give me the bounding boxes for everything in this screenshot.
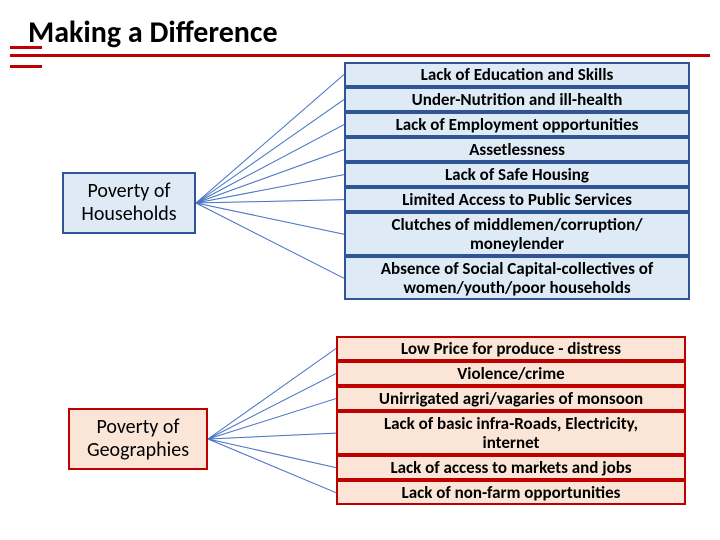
geographies-leaf-item: Lack of basic infra-Roads, Electricity,i… (336, 411, 686, 455)
title-wrap: Making a Difference (28, 14, 278, 51)
households-leaf-item: Clutches of middlemen/corruption/moneyle… (344, 212, 690, 256)
root-box-households: Poverty ofHouseholds (62, 172, 196, 234)
geographies-leaf-item: Unirrigated agri/vagaries of monsoon (336, 386, 686, 411)
leaf-list-geographies: Low Price for produce - distressViolence… (336, 336, 686, 505)
households-leaf-item: Under-Nutrition and ill-health (344, 87, 690, 112)
households-leaf-item: Assetlessness (344, 137, 690, 162)
root-box-geographies: Poverty ofGeographies (68, 408, 208, 470)
geographies-leaf-item: Low Price for produce - distress (336, 336, 686, 361)
households-leaf-item: Limited Access to Public Services (344, 187, 690, 212)
households-leaf-item: Lack of Education and Skills (344, 62, 690, 87)
leaf-list-households: Lack of Education and SkillsUnder-Nutrit… (344, 62, 690, 300)
title-rule (10, 54, 710, 57)
slide: Making a Difference Poverty ofHouseholds… (0, 0, 720, 540)
households-leaf-item: Absence of Social Capital-collectives of… (344, 256, 690, 300)
title-rule-double-segment (10, 46, 42, 68)
households-leaf-item: Lack of Safe Housing (344, 162, 690, 187)
geographies-leaf-item: Violence/crime (336, 361, 686, 386)
page-title: Making a Difference (28, 14, 278, 51)
geographies-leaf-item: Lack of non-farm opportunities (336, 480, 686, 505)
root-label: Poverty ofHouseholds (81, 179, 176, 226)
geographies-leaf-item: Lack of access to markets and jobs (336, 455, 686, 480)
households-leaf-item: Lack of Employment opportunities (344, 112, 690, 137)
root-label: Poverty ofGeographies (87, 415, 189, 462)
